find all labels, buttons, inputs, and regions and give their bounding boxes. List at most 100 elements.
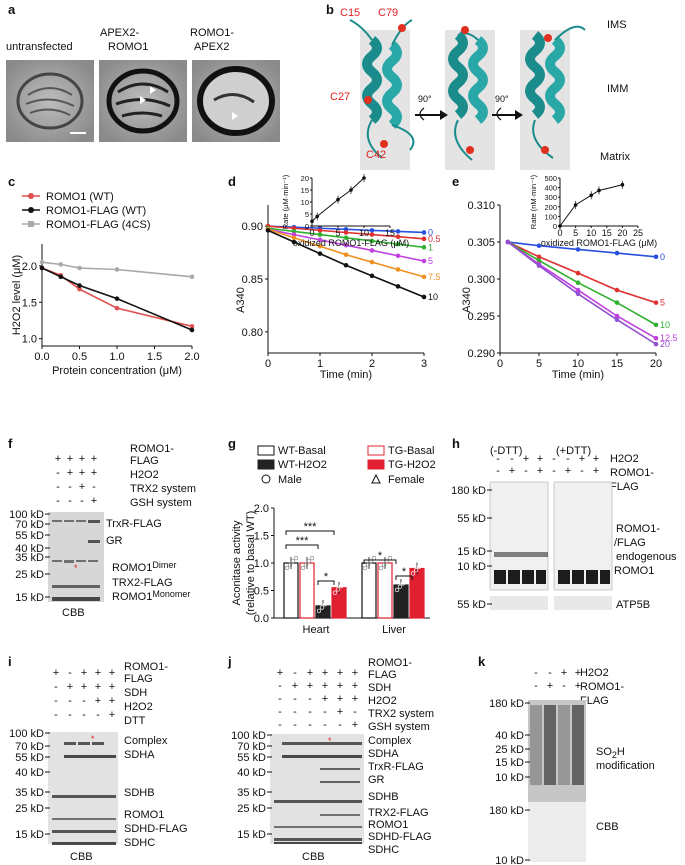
chart-g-point [387, 555, 393, 561]
chart-c-legend-label: ROMO1 (WT) [46, 191, 114, 203]
chart-d-point [291, 239, 297, 245]
mw-marker: 40 kD [495, 730, 524, 742]
condition-sign: - [524, 465, 528, 477]
chart-d-point [421, 274, 427, 280]
panel-j-cond-2: SDH [368, 682, 391, 694]
chart-g-legend-swatch [367, 445, 385, 456]
chart-e-y-tick-label: 0.290 [467, 348, 495, 360]
chart-d-point [343, 262, 349, 268]
gel-band [274, 842, 362, 844]
panel-h-romo-b: FLAG [610, 481, 639, 493]
condition-sign: + [277, 667, 283, 679]
chart-g-ylabel-2: (relative to basal WT) [245, 511, 257, 616]
chart-c-legend-marker [28, 193, 34, 199]
condition-sign: + [109, 667, 115, 679]
rotation-label-1: 90° [418, 94, 432, 104]
mw-marker: 55 kD [237, 752, 266, 764]
chart-c-point [114, 305, 120, 311]
protein-model-3 [525, 25, 586, 159]
chart-g-point [365, 562, 371, 567]
chart-d-inset-ylabel: Rate (μM·min⁻¹) [281, 174, 290, 229]
blot-k-bands [530, 705, 584, 837]
condition-sign: - [510, 453, 514, 465]
condition-sign: - [82, 695, 86, 707]
band-f-gr: GR [106, 535, 123, 547]
condition-sign: + [575, 680, 581, 692]
condition-sign: + [322, 680, 328, 692]
mw-marker: 35 kD [15, 787, 44, 799]
mw-marker: 15 kD [15, 592, 44, 604]
chart-c-legend-label: ROMO1-FLAG (WT) [46, 205, 146, 217]
gel-band [76, 560, 86, 562]
chart-e-x-tick-label: 0 [497, 358, 503, 370]
gel-band [52, 842, 116, 845]
chart-d-point [395, 229, 401, 234]
chart-g-point [293, 555, 299, 561]
condition-sign: + [79, 453, 85, 465]
chart-d-point [343, 252, 349, 257]
stain-i: CBB [70, 851, 93, 863]
chart-e-point [575, 270, 581, 276]
condition-sign: - [278, 680, 282, 692]
cristae-1 [25, 87, 75, 116]
condition-sign: + [565, 465, 571, 477]
chart-g-point [287, 562, 293, 567]
chart-e-series-label: 10 [660, 320, 670, 330]
panel-i: i + - + + +- + + + +- - - + +- - - - + ROMO1- FLAG SDH H… [8, 654, 188, 863]
mw-marker: 40 kD [15, 543, 44, 555]
chart-d-point [395, 234, 401, 240]
gel-i [48, 732, 118, 844]
chart-g-point [341, 580, 347, 585]
chart-d-series-label: 0.5 [428, 234, 441, 244]
condition-sign: + [81, 681, 87, 693]
mw-marker: 55 kD [457, 513, 486, 525]
chart-g-legend-label: WT-Basal [278, 445, 326, 457]
chart-g-point [371, 555, 377, 561]
chart-e-point [653, 300, 659, 305]
chart-d-point [343, 230, 349, 235]
condition-sign: + [352, 680, 358, 692]
chart-d-series-label: 7.5 [428, 272, 441, 282]
chart-g-sig-label: *** [304, 521, 318, 533]
condition-sign: - [56, 467, 60, 479]
chart-e-point [536, 263, 542, 268]
chart-e-inset-x-tick-label: 5 [573, 228, 578, 238]
condition-sign: - [496, 453, 500, 465]
condition-sign: + [337, 680, 343, 692]
condition-sign: - [82, 709, 86, 721]
gel-band [572, 570, 584, 584]
condition-sign: + [109, 709, 115, 721]
panel-k-signs: - - + +- + - + [534, 667, 581, 692]
band-j-sdhb: SDHB [368, 791, 399, 803]
chart-e-inset-y-tick-label: 100 [544, 212, 557, 221]
panel-k-romo-b: FLAG [580, 695, 609, 707]
chart-e-axes: 0 5 10 15 20 0.290 0.295 0.300 0.305 0.310 Time (m… [461, 200, 662, 381]
chart-e-point [575, 291, 581, 297]
gel-band [320, 814, 360, 816]
panel-g: g WT-Basal TG-Basal WT-H2O2 TG-H2O2 Male Fema… [228, 436, 436, 636]
chart-d-point [265, 228, 271, 233]
chart-d-y-tick-label: 0.85 [242, 274, 263, 286]
residue-c42: C42 [366, 149, 386, 161]
chart-g-point [325, 598, 331, 604]
cristae-3 [213, 93, 255, 104]
chart-e-x-tick-label: 10 [572, 358, 584, 370]
chart-c-legend: ROMO1 (WT) ROMO1-FLAG (WT) ROMO1-FLAG (4CS… [22, 191, 151, 231]
condition-sign: - [293, 706, 297, 718]
red-asterisk-f: * [74, 563, 78, 573]
chart-d-inset-x-tick-label: 0 [309, 228, 314, 238]
condition-sign: + [579, 453, 585, 465]
gel-band [88, 540, 100, 543]
condition-sign: - [54, 681, 58, 693]
gel-band [88, 520, 100, 523]
gel-band [64, 520, 74, 522]
chart-g-point [419, 561, 425, 566]
condition-sign: - [68, 495, 72, 507]
condition-sign: + [509, 465, 515, 477]
chart-d-axes: 0 1 2 3 0.80 0.85 0.90 Time (min) A340 [235, 205, 427, 381]
